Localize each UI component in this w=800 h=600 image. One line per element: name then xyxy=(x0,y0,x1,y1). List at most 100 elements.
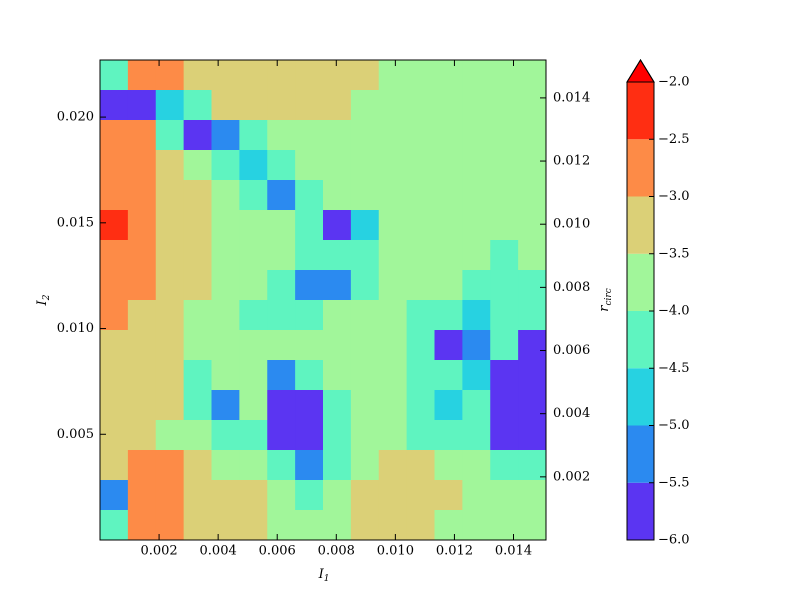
contour-cell xyxy=(490,450,519,481)
contour-cell xyxy=(434,390,463,421)
contour-cell xyxy=(267,480,296,511)
contour-cell xyxy=(378,420,408,451)
contour-cell xyxy=(295,300,324,331)
contour-cell xyxy=(127,360,157,391)
contour-cell xyxy=(295,510,324,541)
contour-cell xyxy=(239,150,268,181)
contour-cell xyxy=(100,510,129,541)
y-tick-label: 0.010 xyxy=(57,321,94,336)
contour-cell xyxy=(155,450,185,481)
contour-cell xyxy=(350,270,380,301)
contour-cell xyxy=(462,90,491,121)
y2-tick-label: 0.014 xyxy=(553,90,590,105)
contour-cell xyxy=(490,330,519,361)
colorbar-band xyxy=(627,82,654,140)
contour-cell xyxy=(100,150,129,181)
contour-cell xyxy=(350,510,380,541)
contour-cell xyxy=(518,480,547,511)
contour-cell xyxy=(518,210,547,241)
contour-cell xyxy=(490,210,519,241)
contour-cell xyxy=(100,390,129,421)
colorbar-tick-label: −3.5 xyxy=(658,246,690,261)
contour-cell xyxy=(239,120,268,151)
contour-cell xyxy=(239,360,268,391)
contour-cell xyxy=(490,90,519,121)
contour-cell xyxy=(239,180,268,211)
contour-cell xyxy=(462,450,491,481)
contour-cell xyxy=(490,270,519,301)
contour-cell xyxy=(239,60,268,91)
contour-cell xyxy=(100,300,129,331)
contour-cell xyxy=(100,270,129,301)
contour-cell xyxy=(295,120,324,151)
contour-cell xyxy=(518,120,547,151)
contour-cell xyxy=(406,480,435,511)
contour-cell xyxy=(127,120,157,151)
contour-cell xyxy=(406,150,435,181)
y2-tick-label: 0.004 xyxy=(553,406,590,421)
contour-cell xyxy=(127,330,157,361)
contour-cell xyxy=(183,360,212,391)
contour-cell xyxy=(100,240,129,271)
y-tick-label: 0.005 xyxy=(57,427,94,442)
contour-cell xyxy=(211,120,240,151)
contour-cell xyxy=(490,60,519,91)
contour-cell xyxy=(434,150,463,181)
contour-cell xyxy=(462,480,491,511)
plot-frame xyxy=(99,59,547,541)
contour-cell xyxy=(127,180,157,211)
contour-cell xyxy=(490,300,519,331)
contour-cell xyxy=(183,450,212,481)
contour-cell xyxy=(434,420,463,451)
contour-cell xyxy=(183,60,212,91)
contour-cell xyxy=(211,150,240,181)
x-tick-label: 0.002 xyxy=(140,544,177,559)
contour-cell xyxy=(211,90,240,121)
contour-cell xyxy=(267,180,296,211)
contour-cell xyxy=(518,150,547,181)
contour-cell xyxy=(183,300,212,331)
contour-cell xyxy=(518,330,547,361)
y-tick-label: 0.020 xyxy=(57,110,94,125)
contour-cell xyxy=(462,300,491,331)
contour-cell xyxy=(239,510,268,541)
contour-cell xyxy=(183,180,212,211)
contour-cell xyxy=(239,210,268,241)
contour-cell xyxy=(183,90,212,121)
y2-tick-label: 0.008 xyxy=(553,280,590,295)
contour-cell xyxy=(183,390,212,421)
contour-cell xyxy=(490,510,519,541)
contour-cell xyxy=(183,330,212,361)
contour-cell xyxy=(155,150,185,181)
contour-cell xyxy=(267,240,296,271)
contour-cell xyxy=(211,180,240,211)
contour-cell xyxy=(434,90,463,121)
contour-cell xyxy=(406,420,435,451)
contour-cell xyxy=(406,450,435,481)
contour-cell xyxy=(518,240,547,271)
x-tick-label: 0.008 xyxy=(318,544,355,559)
contour-cell xyxy=(406,90,435,121)
contour-cell xyxy=(434,330,463,361)
contour-cell xyxy=(323,420,352,451)
y2-tick-label: 0.006 xyxy=(553,343,590,358)
contour-cell xyxy=(295,240,324,271)
contour-cell xyxy=(239,270,268,301)
contour-cell xyxy=(378,180,408,211)
contour-cell xyxy=(350,300,380,331)
contour-cell xyxy=(267,90,296,121)
x-axis-label: I1 xyxy=(318,567,330,584)
contour-cell xyxy=(127,270,157,301)
colorbar-band xyxy=(627,311,654,369)
contour-cell xyxy=(378,480,408,511)
contour-cell xyxy=(267,450,296,481)
y2-tick-label: 0.012 xyxy=(553,154,590,169)
contour-cell xyxy=(295,420,324,451)
contour-cell xyxy=(127,150,157,181)
contour-cell xyxy=(211,60,240,91)
contour-cell xyxy=(183,120,212,151)
contour-cell xyxy=(127,420,157,451)
x-tick-label: 0.006 xyxy=(259,544,296,559)
y2-tick-label: 0.010 xyxy=(553,217,590,232)
contour-cell xyxy=(462,240,491,271)
